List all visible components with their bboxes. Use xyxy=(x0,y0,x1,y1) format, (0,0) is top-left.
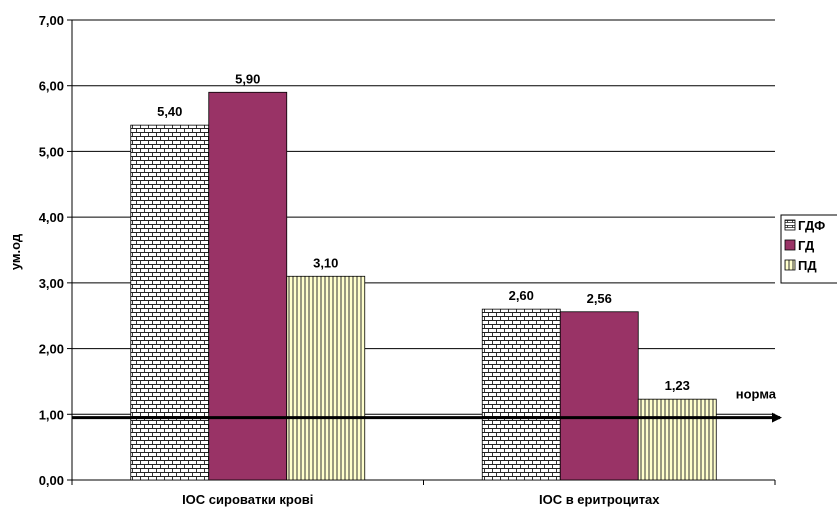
y-tick-label: 0,00 xyxy=(39,473,64,488)
y-tick-label: 5,00 xyxy=(39,144,64,159)
y-tick-label: 6,00 xyxy=(39,79,64,94)
bar xyxy=(559,311,639,481)
reference-label: норма xyxy=(736,387,777,402)
y-tick-label: 1,00 xyxy=(39,407,64,422)
data-label: 2,56 xyxy=(587,291,612,306)
bars xyxy=(130,91,717,481)
category-label: ІОС сироватки крові xyxy=(182,492,313,507)
legend-label: ПД xyxy=(798,258,817,273)
legend-swatch xyxy=(784,219,796,231)
data-label: 2,60 xyxy=(509,288,534,303)
data-label: 1,23 xyxy=(665,378,690,393)
x-axis xyxy=(71,479,776,485)
legend-swatch xyxy=(784,259,796,271)
legend: ГДФ ГД ПД xyxy=(780,214,837,284)
bar xyxy=(130,124,210,481)
data-label: 5,90 xyxy=(235,71,260,86)
legend-label: ГД xyxy=(798,238,815,253)
y-axis-title: ум.од xyxy=(8,233,23,270)
data-label: 5,40 xyxy=(157,104,182,119)
legend-swatch xyxy=(784,239,796,251)
bar xyxy=(637,398,717,481)
category-labels: ІОС сироватки крові ІОС в еритроцитах xyxy=(182,492,660,507)
legend-label: ГДФ xyxy=(798,218,825,233)
y-tick-label: 7,00 xyxy=(39,13,64,28)
y-tick-label: 4,00 xyxy=(39,210,64,225)
data-label: 3,10 xyxy=(313,255,338,270)
y-axis: 0,00 1,00 2,00 3,00 4,00 5,00 6,00 7,00 xyxy=(39,13,73,488)
bar xyxy=(286,275,366,481)
y-tick-label: 3,00 xyxy=(39,276,64,291)
y-tick-label: 2,00 xyxy=(39,342,64,357)
data-labels: 5,40 5,90 3,10 2,60 2,56 1,23 xyxy=(157,71,690,393)
bar xyxy=(481,308,561,481)
bar xyxy=(208,91,288,481)
reference-line: норма xyxy=(72,387,782,423)
category-label: ІОС в еритроцитах xyxy=(539,492,660,507)
